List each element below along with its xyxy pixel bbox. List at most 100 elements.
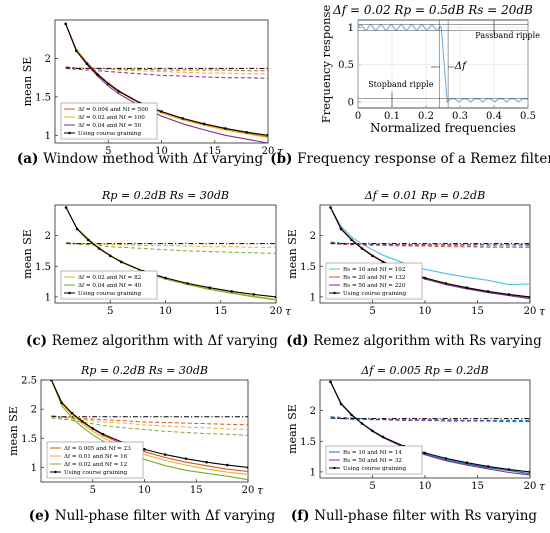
data-point [486,465,490,468]
y-axis-label: mean SE [286,229,299,279]
series-line [65,67,268,79]
data-point [423,276,427,280]
data-point [465,461,469,464]
y-tick-label: 1 [45,131,51,142]
data-point [97,247,101,250]
legend-box [60,270,158,300]
legend: Rs = 10 and Nf = 14 Rs = 50 and Nf = 32 Us… [325,445,423,475]
legend-label: Δf = 0.02 and Nf = 12 [64,462,128,468]
caption-text: Null-phase filter with Rs varying [314,508,537,524]
data-point [181,117,185,120]
y-tick-label: 1 [310,467,316,478]
series-line [357,24,529,103]
x-tick-label: 5 [369,306,375,317]
caption-letter: (e) [29,508,55,524]
legend-label: Rs = 50 and Nf = 32 [343,458,402,464]
annotation-stopband: Stopband ripple [368,80,434,89]
y-tick-label: 2 [45,54,51,65]
legend-marker [333,291,336,295]
series-line [65,67,268,69]
caption-text: Null-phase filter with Δf varying [55,508,276,524]
chart-title: Δf = 0.005 Rp = 0.2dB [360,364,488,377]
data-point [486,290,490,293]
x-axis-label: τ [539,305,546,318]
x-tick-label: 5 [105,146,111,157]
data-point [108,254,112,258]
y-tick-label: 1.5 [300,437,316,448]
data-point [224,127,227,130]
data-point [274,295,276,299]
data-point [226,463,229,467]
data-point [160,110,163,113]
x-tick-label: 0 [355,111,361,122]
data-point [266,134,268,137]
data-point [507,468,511,471]
caption-b: (b) Frequency response of a Remez filter [270,151,550,167]
x-tick-label: 20 [270,306,283,317]
legend-label: Δf = 0.01 and Nf = 16 [64,454,128,460]
data-point [246,466,248,469]
y-tick-label: 0.5 [338,60,354,71]
y-tick-label: 1.5 [35,262,51,273]
chart-b: Δf = 0.02 Rp = 0.5dB Rs = 20dB 0 0.1 0.2 0.3… [319,3,540,135]
data-point [329,380,332,384]
caption-a: (a) Window method with Δf varying [17,151,264,167]
plot-frame [357,19,529,109]
caption-letter: (c) [26,333,52,349]
annotation-passband: Passband ripple [475,31,540,40]
x-axis-label: τ [277,145,284,158]
x-tick-label: 5 [369,481,375,492]
legend-label: Using course graining [343,291,406,297]
data-point [444,457,448,460]
x-tick-label: 10 [419,306,432,317]
legend-box [325,445,423,475]
data-point [143,448,146,451]
data-point [528,295,530,299]
legend-label: Rs = 50 and Nf = 220 [343,283,406,289]
x-axis-label: τ [285,305,292,318]
legend-box [325,262,423,300]
data-point [245,130,248,134]
series-line [330,242,530,246]
chart-e: Rp = 0.2dB Rs = 30dB 5 10 15 20 1 1.5 2 2.5 τ mean… [7,364,264,497]
data-point [230,290,234,293]
legend-label: Using course graining [64,470,127,476]
data-point [64,206,68,209]
y-tick-label: 0 [348,98,354,109]
data-point [64,22,67,26]
chart-title: Rp = 0.2dB Rs = 30dB [101,189,229,202]
x-tick-label: 0.5 [520,111,536,122]
x-tick-label: 15 [471,481,484,492]
series-line [65,242,276,245]
data-point [381,260,385,264]
legend-label: Using course graining [78,291,141,297]
data-point [86,238,90,242]
caption-text: Frequency response of a Remez filter [297,151,550,167]
series-line [330,417,530,420]
x-tick-label: 0.4 [486,111,502,122]
data-point [252,293,256,296]
y-tick-label: 1.5 [35,92,51,103]
y-axis-label: mean SE [7,406,20,456]
legend-marker [333,466,336,470]
data-point [96,73,99,76]
data-point [186,282,189,285]
legend-label: Rs = 10 and Nf = 14 [343,450,402,456]
legend-label: Δf = 0.02 and Nf = 82 [78,275,142,281]
legend: Δf = 0.02 and Nf = 82 Δf = 0.04 and Nf = … [60,270,158,300]
data-point [444,282,448,285]
data-point [163,453,167,456]
series-line [65,243,276,254]
legend-marker [68,291,71,295]
data-point [91,427,95,430]
x-tick-label: 15 [208,146,221,157]
series-line [330,417,530,423]
data-point [507,293,511,296]
data-point [120,260,123,264]
y-tick-label: 1.5 [300,262,316,273]
x-tick-label: 0.1 [384,111,400,122]
x-tick-label: 5 [107,306,113,317]
x-tick-label: 10 [419,481,432,492]
data-point [101,432,105,436]
